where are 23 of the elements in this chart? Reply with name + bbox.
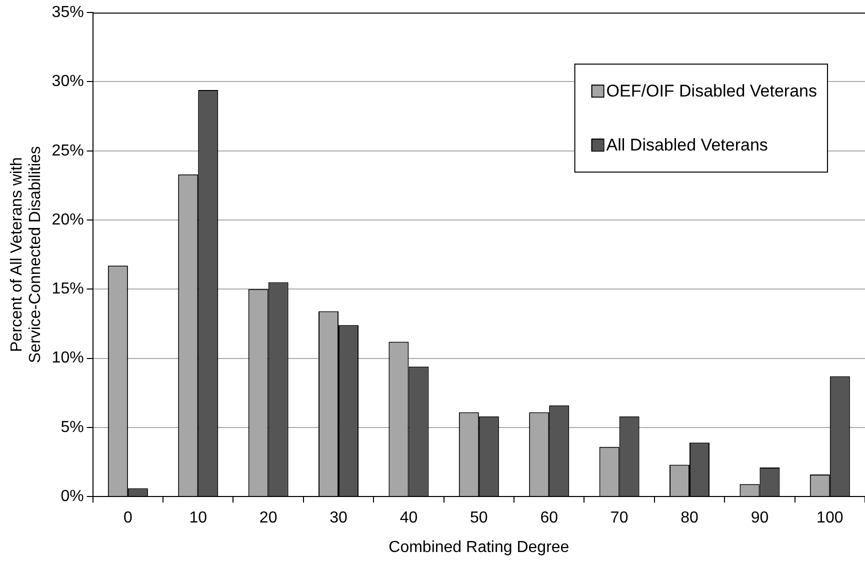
y-tick-label: 20%	[52, 211, 84, 228]
y-tick-label: 10%	[52, 350, 84, 367]
y-tick-label: 35%	[52, 4, 84, 22]
y-tick-label: 5%	[60, 418, 84, 436]
y-tick-label: 15%	[52, 280, 84, 298]
x-tick-label: 50	[470, 510, 488, 527]
x-tick-label: 40	[400, 510, 418, 527]
x-tick-label: 60	[540, 510, 558, 527]
y-tick-label: 30%	[52, 73, 84, 90]
y-tick-label: 0%	[60, 488, 84, 506]
x-tick-label: 100	[816, 510, 844, 527]
x-tick-label: 0	[123, 510, 132, 527]
x-tick-label: 10	[189, 510, 208, 527]
legend-label: All Disabled Veterans	[606, 135, 768, 154]
legend-label: OEF/OIF Disabled Veterans	[606, 81, 818, 100]
x-tick-label: 70	[610, 510, 628, 527]
x-tick-label: 90	[750, 510, 769, 527]
y-tick-label: 25%	[52, 142, 84, 160]
x-tick-label: 80	[680, 510, 699, 527]
x-tick-label: 30	[330, 510, 348, 527]
x-axis-title: Combined Rating Degree	[388, 538, 570, 556]
x-tick-label: 20	[259, 510, 278, 527]
y-axis-title: Percent of All Veterans with Service-Connected Disabilities	[8, 146, 44, 364]
